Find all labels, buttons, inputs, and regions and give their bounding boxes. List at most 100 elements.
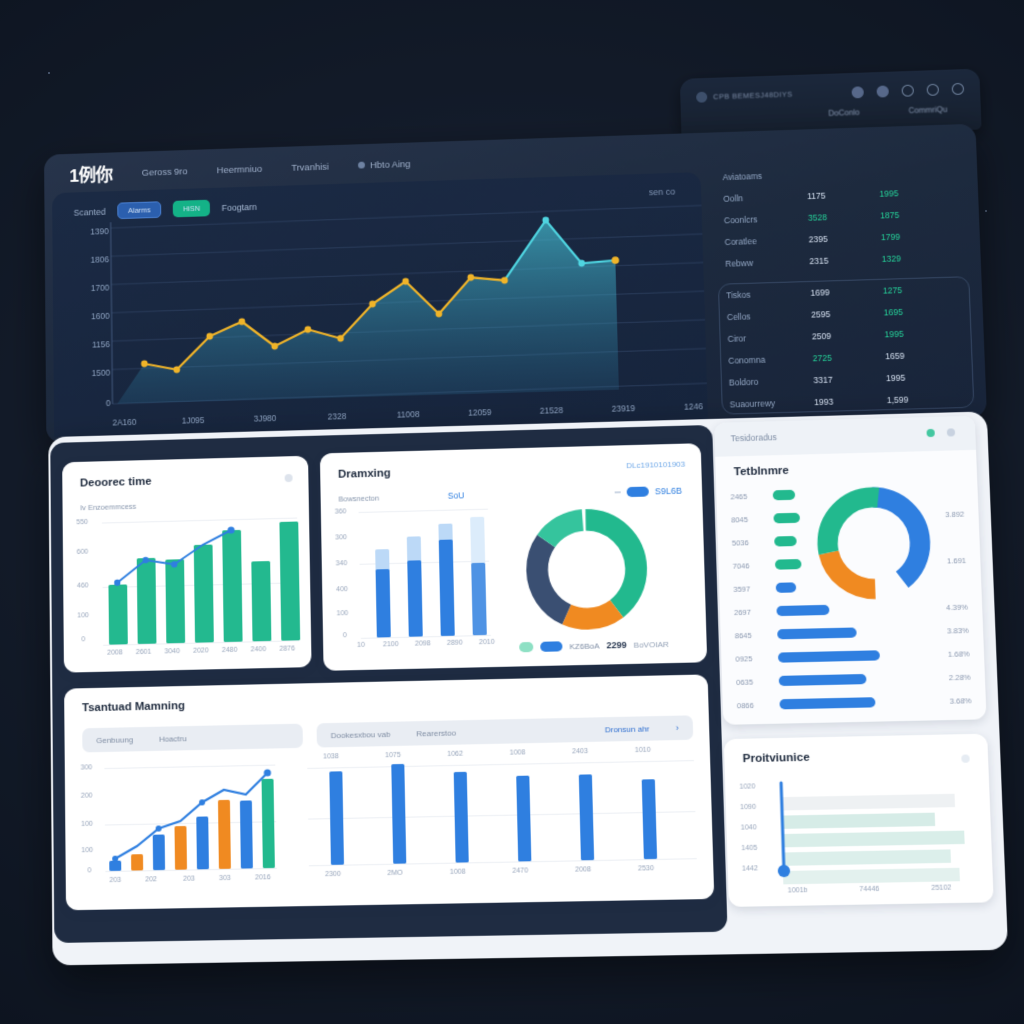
bluebars-tabs[interactable]: Dookesxbou vab Rearerstoo Dronsun ahr › xyxy=(316,715,694,748)
perf-bar-3[interactable] xyxy=(782,849,951,866)
devices-bar-chart xyxy=(104,516,301,645)
light-body-wrapper: Deoorec time Iv Enzoemmcess 550 600 460 … xyxy=(48,411,1009,966)
hero-data-markers[interactable] xyxy=(140,256,622,374)
row-value-2 xyxy=(879,170,955,172)
trend-bar-chart xyxy=(106,763,279,872)
hbar-left-label: 2465 xyxy=(730,491,748,502)
circle-icon xyxy=(696,91,708,103)
bar-4[interactable] xyxy=(196,816,209,870)
hero-cyan-markers[interactable] xyxy=(542,216,586,268)
list-item[interactable]: 8045 3.892 xyxy=(731,505,967,534)
trend-tab-1[interactable]: Hoactru xyxy=(158,733,187,744)
hbar-5[interactable] xyxy=(776,604,830,617)
list-item[interactable]: 0925 1.68% xyxy=(735,645,972,674)
bluebars-xtick-5: 2530 xyxy=(637,865,654,873)
bar-1[interactable] xyxy=(131,854,144,871)
perf-ytick-0: 1020 xyxy=(739,783,756,791)
bar-2[interactable] xyxy=(152,834,166,871)
devices-xtick-5: 2400 xyxy=(250,646,267,654)
devices-xtick-0: 2008 xyxy=(107,649,123,657)
list-item[interactable]: 0635 2.28% xyxy=(736,669,973,698)
dot-menu-icon[interactable] xyxy=(284,473,293,483)
list-item[interactable]: 8645 3.83% xyxy=(735,622,972,651)
hbar-8[interactable] xyxy=(778,673,867,687)
list-item[interactable]: 5036 xyxy=(732,529,968,558)
hbar-6[interactable] xyxy=(777,627,857,640)
list-item[interactable]: 7046 1.691 xyxy=(732,552,968,581)
bar-dark-1[interactable] xyxy=(407,560,423,637)
hbar-4[interactable] xyxy=(775,582,797,593)
perf-bar-4[interactable] xyxy=(782,867,960,885)
bar-3[interactable] xyxy=(516,775,532,862)
bar-3[interactable] xyxy=(174,825,187,870)
grey-dot-icon[interactable] xyxy=(946,428,956,437)
pin-icon[interactable] xyxy=(926,83,940,96)
hbar-1[interactable] xyxy=(773,512,801,524)
nav-tab-3[interactable]: Hbto Aing xyxy=(358,159,411,171)
bar-7[interactable] xyxy=(261,778,275,869)
card-dreaming: Dramxing DLc1910101903 Bowsnecton SoU 36… xyxy=(319,443,708,671)
hero-pill-blue[interactable]: Alarms xyxy=(117,201,162,220)
donut-segment-orange xyxy=(826,496,922,590)
bar-1[interactable] xyxy=(391,763,407,864)
bar-5[interactable] xyxy=(641,779,658,860)
row-label: Rebww xyxy=(725,257,754,269)
bar-light-1[interactable] xyxy=(406,536,423,637)
hbar-2[interactable] xyxy=(774,535,797,547)
trend-tabs[interactable]: Genbuung Hoactru xyxy=(82,723,303,753)
nav-tab-0[interactable]: Geross 9ro xyxy=(141,165,188,179)
list-item[interactable]: 3597 xyxy=(733,575,970,604)
bluebars-more-link[interactable]: Dronsun ahr xyxy=(604,723,650,734)
card-performance: Proitviunice 1020 1090 1040 1405 1442 10… xyxy=(723,733,994,907)
row-value-2: 1995 xyxy=(885,372,906,384)
hbar-3[interactable] xyxy=(774,558,802,570)
perf-ytick-3: 1405 xyxy=(741,844,758,853)
drop-icon[interactable] xyxy=(901,84,914,97)
hbar-left-label: 8645 xyxy=(734,630,752,641)
hbar-0[interactable] xyxy=(772,489,796,501)
row-value-1: 1175 xyxy=(807,190,826,202)
perf-bar-2[interactable] xyxy=(781,830,965,848)
bar-dark-3[interactable] xyxy=(471,562,487,636)
donut-segment-orange xyxy=(536,519,637,620)
table-row[interactable]: Boldoro 3317 1995 xyxy=(717,366,978,393)
hbar-9[interactable] xyxy=(779,697,876,710)
bar-0[interactable] xyxy=(109,860,122,871)
chat-icon[interactable] xyxy=(851,86,864,99)
dreaming-ytick-4: 100 xyxy=(336,610,349,618)
dreaming-donut-chart[interactable] xyxy=(520,503,654,637)
brand-logo[interactable]: 1例你 xyxy=(69,165,113,186)
bluebars-tab-0[interactable]: Dookesxbou vab xyxy=(330,729,391,740)
os-icon-group[interactable] xyxy=(851,82,965,99)
hero-pill-green[interactable]: HiSN xyxy=(173,199,210,218)
teal-dot-icon[interactable] xyxy=(926,428,935,438)
hbar-7[interactable] xyxy=(777,650,880,663)
devices-ytick-1: 600 xyxy=(76,548,89,556)
terminals-donut-chart[interactable] xyxy=(811,481,937,605)
badge-icon[interactable] xyxy=(951,82,965,96)
list-item[interactable]: 2697 4.39% xyxy=(734,598,971,627)
card-terminals: Tesidoradus Tetblnmre 2465 8045 3.892 xyxy=(714,415,987,725)
bluebars-value-5: 1010 xyxy=(634,746,651,755)
chevron-right-icon[interactable]: › xyxy=(675,722,679,733)
bar-6[interactable] xyxy=(239,800,253,869)
bar-2[interactable] xyxy=(453,771,469,863)
list-item[interactable]: 0866 3.68% xyxy=(737,692,974,720)
bar-4[interactable] xyxy=(578,774,595,861)
nav-tab-2[interactable]: Trvanhisi xyxy=(291,161,329,174)
dot-menu-icon[interactable] xyxy=(961,754,970,763)
bar-light-3[interactable] xyxy=(470,516,487,636)
trend-tab-0[interactable]: Genbuung xyxy=(96,734,134,745)
bluebars-tab-1[interactable]: Rearerstoo xyxy=(416,727,457,738)
perf-bar-0[interactable] xyxy=(780,793,956,811)
nav-tab-1[interactable]: Heermniuo xyxy=(216,163,263,176)
perf-bar-1[interactable] xyxy=(781,812,936,829)
table-row[interactable]: Suaourrewy 1993 1,599 xyxy=(717,388,978,415)
bar-dark-2[interactable] xyxy=(438,539,455,637)
comment-icon[interactable] xyxy=(876,85,889,98)
bar-0[interactable] xyxy=(329,771,344,865)
list-item[interactable]: 2465 xyxy=(730,482,966,511)
bar-dark-0[interactable] xyxy=(375,569,391,638)
trend-x-axis: 203 202 203 303 2016 xyxy=(107,874,287,884)
bar-5[interactable] xyxy=(217,799,231,869)
